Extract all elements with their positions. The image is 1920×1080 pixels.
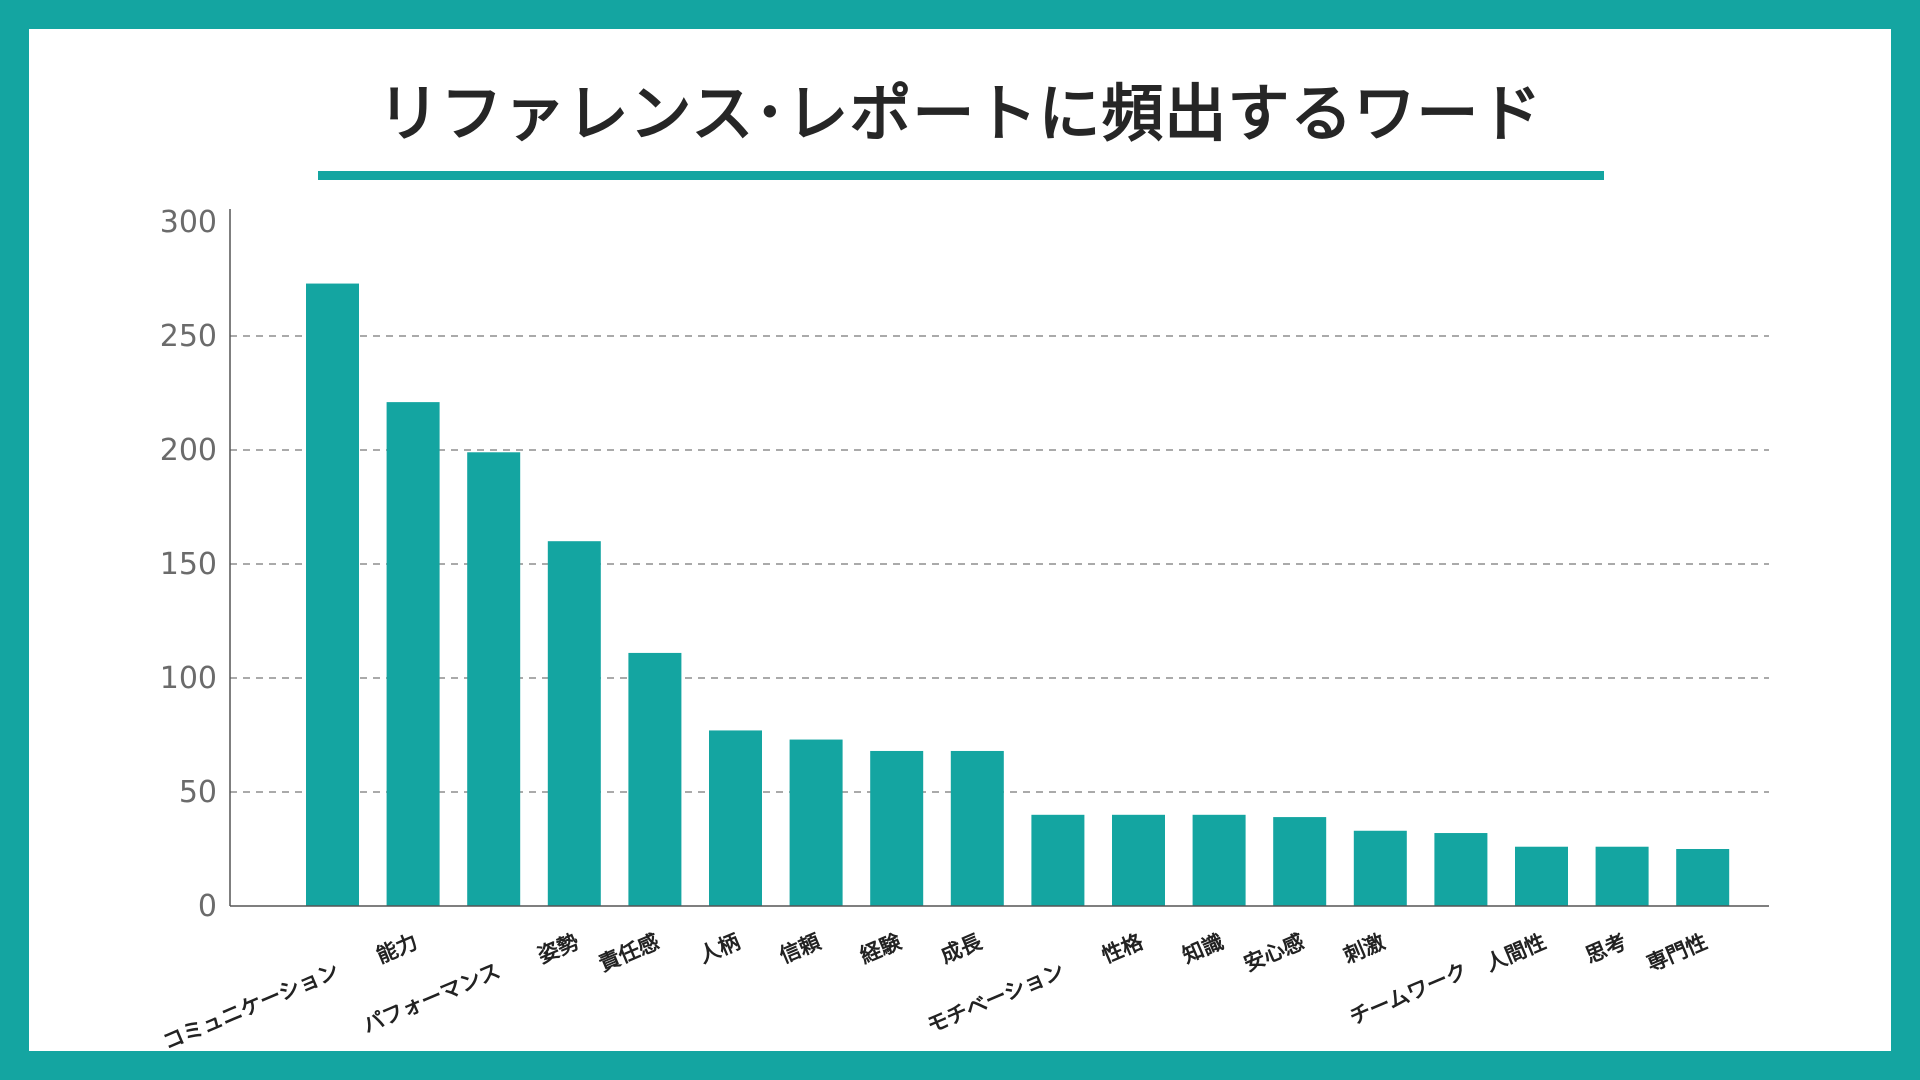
bar-18 — [1676, 849, 1730, 906]
bar-7 — [789, 739, 843, 906]
x-tick-label-18: 専門性 — [1643, 930, 1710, 977]
bar-14 — [1353, 830, 1407, 906]
x-tick-label-16: 人間性 — [1482, 930, 1549, 977]
x-tick-label-7: 信頼 — [776, 929, 825, 968]
x-tick-label-5: 責任感 — [595, 930, 662, 977]
y-tick-label-200: 200 — [160, 433, 217, 468]
bar-8 — [870, 750, 924, 906]
bar-15 — [1434, 833, 1488, 906]
bars — [306, 283, 1730, 906]
x-tick-label-2: 能力 — [373, 930, 421, 969]
x-tick-label-4: 姿勢 — [534, 930, 582, 969]
x-tick-label-12: 知識 — [1179, 930, 1227, 969]
bar-5 — [628, 652, 682, 906]
x-tick-label-14: 刺激 — [1340, 930, 1388, 969]
bar-12 — [1192, 814, 1246, 906]
bar-10 — [1031, 814, 1085, 906]
x-tick-label-6: 人柄 — [695, 930, 743, 969]
x-tick-label-17: 思考 — [1582, 930, 1630, 969]
x-tick-label-8: 経験 — [857, 929, 906, 968]
title-underline — [318, 171, 1604, 180]
y-tick-label-250: 250 — [160, 319, 217, 354]
gridlines — [230, 335, 1769, 793]
x-tick-label-11: 性格 — [1098, 929, 1147, 968]
y-tick-label-50: 50 — [179, 775, 217, 810]
bar-11 — [1112, 814, 1165, 906]
x-tick-label-10: モチベーション — [924, 959, 1068, 1038]
bar-4 — [547, 541, 601, 906]
y-tick-label-300: 300 — [160, 205, 217, 240]
chart-frame: リファレンス･レポートに頻出するワード 0 50 100 150 200 250 300 コ… — [29, 29, 1891, 1051]
axes — [229, 209, 1769, 907]
bar-16 — [1515, 846, 1568, 906]
chart-title: リファレンス･レポートに頻出するワード — [377, 77, 1543, 150]
y-tick-label-100: 100 — [160, 661, 217, 696]
x-tick-label-1: コミュニケーション — [159, 959, 342, 1051]
x-tick-label-9: 成長 — [937, 929, 986, 968]
bar-17 — [1595, 846, 1649, 906]
x-tick-label-3: パフォーマンス — [359, 959, 503, 1038]
y-tick-label-150: 150 — [160, 547, 217, 582]
bar-3 — [467, 452, 521, 906]
y-tick-label-0: 0 — [198, 889, 217, 924]
bar-1 — [306, 283, 359, 906]
bar-13 — [1273, 817, 1327, 906]
x-tick-label-15: チームワーク — [1346, 959, 1471, 1030]
x-tick-label-13: 安心感 — [1240, 930, 1307, 977]
bar-chart: 0 50 100 150 200 250 300 コミュニケーション能力パフォーマンス姿勢責… — [159, 205, 1769, 1051]
bar-9 — [950, 750, 1004, 906]
y-tick-labels: 0 50 100 150 200 250 300 — [160, 205, 217, 924]
bar-6 — [709, 730, 762, 906]
bar-2 — [386, 402, 440, 906]
